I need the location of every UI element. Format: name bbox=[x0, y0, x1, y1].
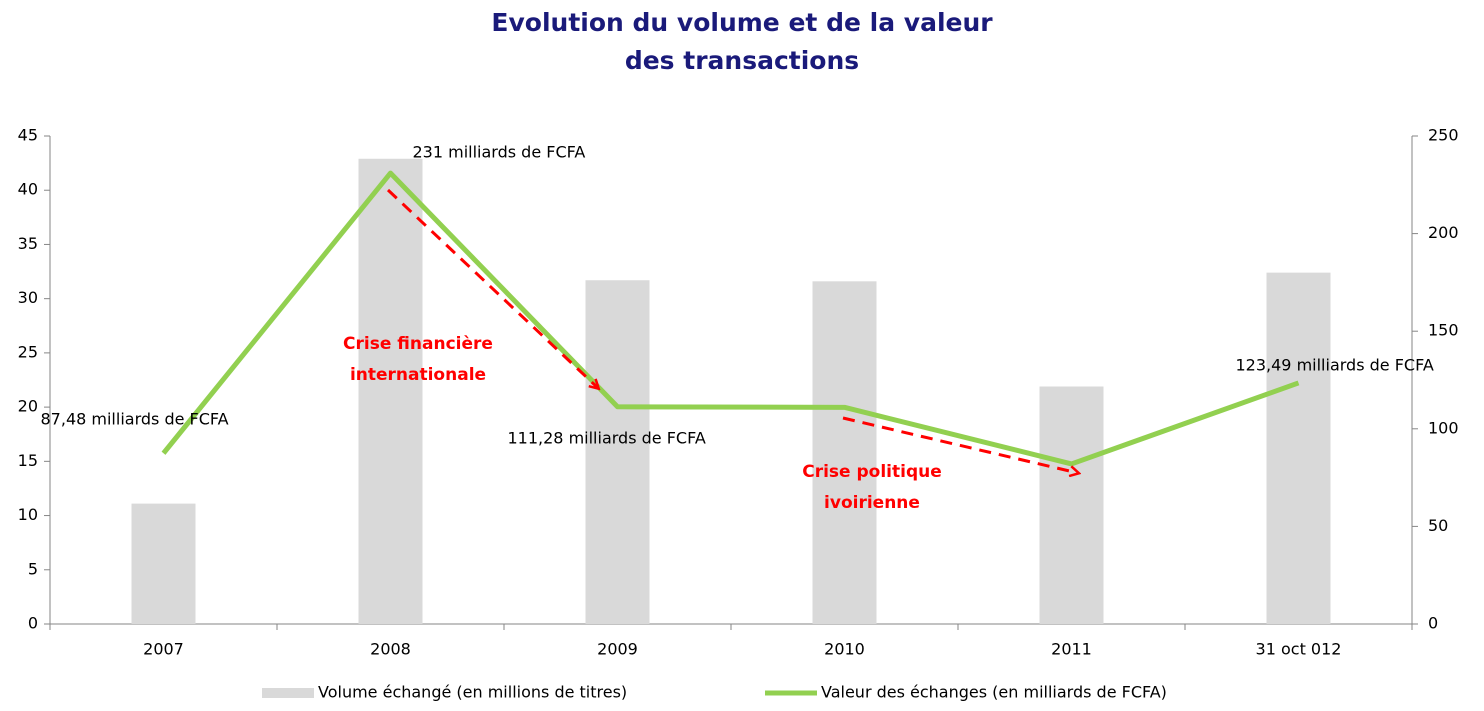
y-tick-label: 35 bbox=[18, 234, 38, 253]
x-tick-label: 31 oct 012 bbox=[1256, 640, 1342, 659]
y2-tick-label: 50 bbox=[1428, 516, 1448, 535]
line bbox=[161, 170, 1300, 467]
x-tick-label: 2011 bbox=[1051, 640, 1092, 659]
data-label: 123,49 milliards de FCFA bbox=[1236, 355, 1434, 374]
y2-tick-label: 200 bbox=[1428, 223, 1459, 242]
y-tick-label: 25 bbox=[18, 342, 38, 361]
bar bbox=[131, 503, 196, 624]
y-tick-label: 5 bbox=[28, 559, 38, 578]
y-tick-label: 15 bbox=[18, 451, 38, 470]
y2-tick-label: 150 bbox=[1428, 321, 1459, 340]
chart-title: des transactions bbox=[625, 46, 859, 75]
y2-tick-label: 0 bbox=[1428, 614, 1438, 633]
bar bbox=[1266, 272, 1331, 624]
legend-swatch bbox=[262, 688, 314, 698]
bar bbox=[1039, 386, 1104, 624]
y2-tick-label: 100 bbox=[1428, 418, 1459, 437]
y-tick-label: 40 bbox=[18, 180, 38, 199]
annotation: Crise financière bbox=[343, 334, 493, 354]
arrow bbox=[386, 188, 598, 388]
bar bbox=[358, 158, 423, 625]
y-tick-label: 20 bbox=[18, 397, 38, 416]
annotation: Crise politique bbox=[802, 462, 942, 482]
bar bbox=[812, 281, 877, 624]
annotation: ivoirienne bbox=[824, 493, 920, 513]
legend-label: Volume échangé (en millions de titres) bbox=[318, 683, 627, 702]
data-label: 87,48 milliards de FCFA bbox=[41, 410, 229, 429]
data-label: 231 milliards de FCFA bbox=[413, 143, 586, 162]
y-tick-label: 45 bbox=[18, 126, 38, 145]
y-tick-label: 30 bbox=[18, 288, 38, 307]
x-tick-label: 2009 bbox=[597, 640, 638, 659]
arrow bbox=[842, 416, 1078, 473]
x-tick-label: 2007 bbox=[143, 640, 184, 659]
y-tick-label: 0 bbox=[28, 614, 38, 633]
bar bbox=[585, 280, 650, 624]
y2-tick-label: 250 bbox=[1428, 126, 1459, 145]
data-label: 111,28 milliards de FCFA bbox=[508, 428, 706, 447]
annotation: internationale bbox=[350, 365, 486, 385]
y-tick-label: 10 bbox=[18, 505, 38, 524]
chart-title: Evolution du volume et de la valeur bbox=[491, 8, 993, 37]
x-tick-label: 2008 bbox=[370, 640, 411, 659]
x-tick-label: 2010 bbox=[824, 640, 865, 659]
legend-label: Valeur des échanges (en milliards de FCF… bbox=[821, 683, 1167, 702]
